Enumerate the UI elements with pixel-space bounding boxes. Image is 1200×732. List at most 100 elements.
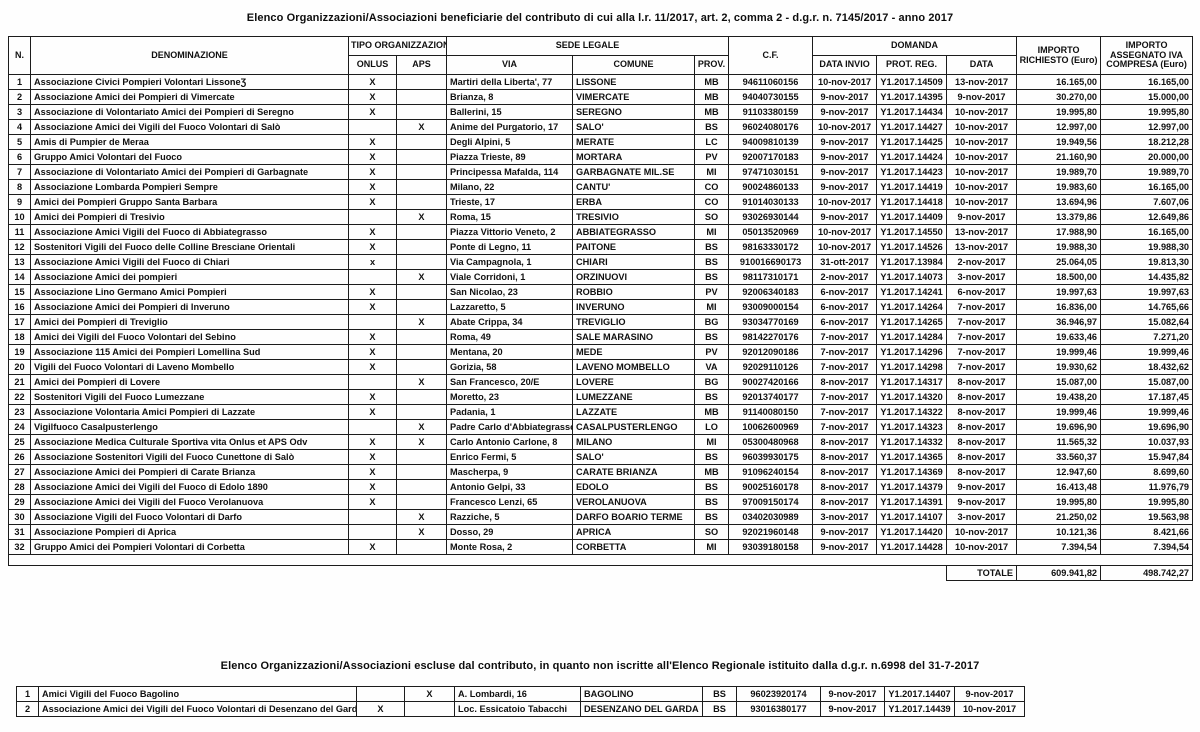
cell-data-invio: 8-nov-2017: [812, 434, 878, 450]
cell-comune: VIMERCATE: [572, 89, 695, 105]
cell-n: 6: [8, 149, 31, 165]
cell-prot-reg: Y1.2017.14264: [876, 299, 948, 315]
cell-comune: ERBA: [572, 194, 695, 210]
cell-onlus: X: [348, 74, 397, 90]
cell-comune: ABBIATEGRASSO: [572, 224, 695, 240]
cell-importo-richiesto: 19.438,20: [1016, 389, 1102, 405]
cell-cf: 05300480968: [728, 434, 814, 450]
col-header-denominazione: DENOMINAZIONE: [30, 36, 349, 75]
cell-prot-reg: Y1.2017.14365: [876, 449, 948, 465]
cell-aps: [396, 74, 447, 90]
cell-via: Via Campagnola, 1: [446, 254, 573, 270]
cell-data-invio: 9-nov-2017: [820, 701, 885, 717]
cell-n: 27: [8, 464, 31, 480]
cell-aps: [396, 254, 447, 270]
cell-via: Francesco Lenzi, 65: [446, 494, 573, 510]
cell-via: Antonio Gelpi, 33: [446, 479, 573, 495]
cell-aps: [396, 224, 447, 240]
table-row: 19 Associazione 115 Amici dei Pompieri Lo…: [8, 344, 1194, 360]
cell-aps: [396, 404, 447, 420]
cell-prov: BG: [693, 374, 730, 390]
cell-importo-richiesto: 19.999,46: [1016, 404, 1102, 420]
cell-data-invio: 7-nov-2017: [812, 404, 878, 420]
cell-prov: PV: [693, 344, 730, 360]
table-row: 23 Associazione Volontaria Amici Pompieri…: [8, 404, 1194, 420]
cell-comune: LAZZATE: [572, 404, 695, 420]
col-header-data: DATA: [946, 55, 1018, 75]
cell-cf: 03402030989: [728, 509, 814, 525]
cell-prot-reg: Y1.2017.14379: [876, 479, 948, 495]
cell-comune: ROBBIO: [572, 284, 695, 300]
cell-importo-richiesto: 11.565,32: [1016, 434, 1102, 450]
cell-data-invio: 9-nov-2017: [812, 179, 878, 195]
cell-prov: BS: [693, 119, 730, 135]
cell-data: 8-nov-2017: [946, 374, 1018, 390]
cell-importo-assegnato: 7.271,20: [1100, 329, 1194, 345]
cell-cf: 96039930175: [728, 449, 814, 465]
cell-denominazione: Associazione Lombarda Pompieri Sempre: [30, 179, 349, 195]
cell-via: San Nicolao, 23: [446, 284, 573, 300]
cell-via: Martiri della Liberta', 77: [446, 74, 573, 90]
cell-cf: 91140080150: [728, 404, 814, 420]
cell-data-invio: 9-nov-2017: [812, 134, 878, 150]
cell-data: 6-nov-2017: [946, 284, 1018, 300]
cell-importo-assegnato: 19.995,80: [1100, 494, 1194, 510]
cell-aps: X: [396, 374, 447, 390]
cell-aps: X: [396, 269, 447, 285]
cell-importo-assegnato: 16.165,00: [1100, 224, 1194, 240]
cell-via: Milano, 22: [446, 179, 573, 195]
cell-denominazione: Associazione Amici Vigili del Fuoco di C…: [30, 254, 349, 270]
cell-n: 24: [8, 419, 31, 435]
cell-data: 10-nov-2017: [946, 539, 1018, 555]
cell-data: 3-nov-2017: [946, 509, 1018, 525]
cell-importo-richiesto: 12.997,00: [1016, 119, 1102, 135]
cell-prot-reg: Y1.2017.14284: [876, 329, 948, 345]
cell-via: Piazza Trieste, 89: [446, 149, 573, 165]
cell-onlus: [348, 119, 397, 135]
cell-data: 9-nov-2017: [954, 686, 1025, 702]
totale-importo-assegnato: 498.742,27: [1100, 565, 1194, 581]
cell-prov: PV: [693, 284, 730, 300]
cell-via: Roma, 49: [446, 329, 573, 345]
cell-prov: BS: [693, 329, 730, 345]
cell-comune: VEROLANUOVA: [572, 494, 695, 510]
cell-aps: [396, 194, 447, 210]
cell-data-invio: 9-nov-2017: [812, 89, 878, 105]
cell-data: 9-nov-2017: [946, 89, 1018, 105]
cell-comune: BAGOLINO: [580, 686, 703, 702]
cell-importo-richiesto: 16.413,48: [1016, 479, 1102, 495]
cell-n: 2: [16, 701, 39, 717]
cell-n: 14: [8, 269, 31, 285]
cell-n: 25: [8, 434, 31, 450]
cell-onlus: X: [348, 434, 397, 450]
cell-data-invio: 31-ott-2017: [812, 254, 878, 270]
cell-data: 3-nov-2017: [946, 269, 1018, 285]
cell-cf: 05013520969: [728, 224, 814, 240]
cell-cf: 94009810139: [728, 134, 814, 150]
cell-n: 12: [8, 239, 31, 255]
cell-importo-richiesto: 25.064,05: [1016, 254, 1102, 270]
cell-importo-assegnato: 18.432,62: [1100, 359, 1194, 375]
table-row: 27 Associazione Amici dei Pompieri di Car…: [8, 464, 1194, 480]
cell-aps: X: [396, 509, 447, 525]
table-row: 9 Amici dei Pompieri Gruppo Santa Barbara…: [8, 194, 1194, 210]
cell-prot-reg: Y1.2017.14418: [876, 194, 948, 210]
table-row: 16 Associazione Amici dei Pompieri di Inv…: [8, 299, 1194, 315]
cell-denominazione: Sostenitori Vigili del Fuoco delle Colli…: [30, 239, 349, 255]
table-row: 30 Associazione Vigili del Fuoco Volontar…: [8, 509, 1194, 525]
table-row: 8 Associazione Lombarda Pompieri Sempre X M…: [8, 179, 1194, 195]
cell-prot-reg: Y1.2017.14550: [876, 224, 948, 240]
cell-data-invio: 9-nov-2017: [812, 164, 878, 180]
cell-n: 8: [8, 179, 31, 195]
cell-cf: 91014030133: [728, 194, 814, 210]
col-header-aps: APS: [396, 55, 447, 75]
cell-aps: [396, 134, 447, 150]
cell-importo-assegnato: 17.187,45: [1100, 389, 1194, 405]
empty-row: [7, 554, 1194, 566]
cell-data-invio: 10-nov-2017: [812, 74, 878, 90]
cell-comune: EDOLO: [572, 479, 695, 495]
cell-n: 15: [8, 284, 31, 300]
cell-cf: 98142270176: [728, 329, 814, 345]
cell-importo-richiesto: 19.997,63: [1016, 284, 1102, 300]
